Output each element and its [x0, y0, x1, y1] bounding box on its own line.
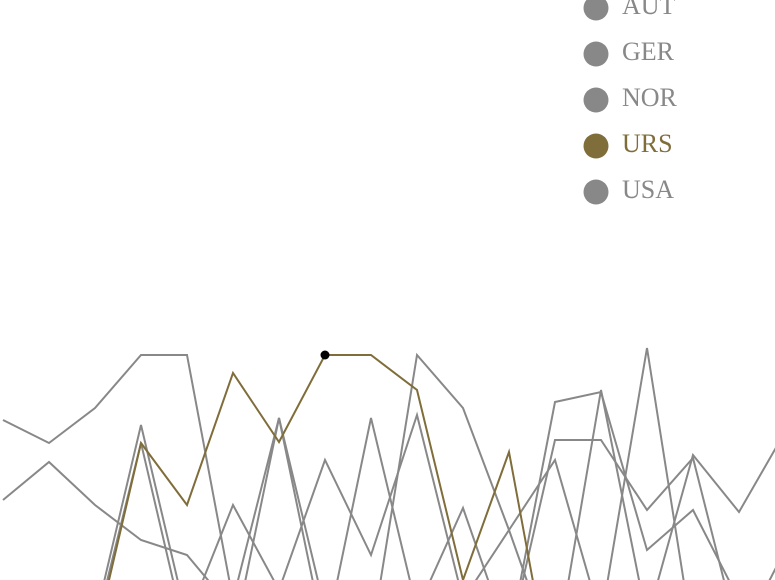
series-line: [107, 354, 534, 580]
legend-swatch[interactable]: [583, 133, 609, 159]
series-line: [103, 390, 730, 580]
legend-label[interactable]: AUT: [622, 0, 676, 20]
series-line: [2, 347, 685, 580]
legend-label[interactable]: NOR: [622, 83, 678, 112]
legend-label[interactable]: GER: [622, 37, 675, 66]
legend-swatch[interactable]: [583, 0, 609, 21]
highlight-point: [320, 350, 330, 360]
legend-swatch[interactable]: [583, 41, 609, 67]
legend-label[interactable]: USA: [622, 175, 674, 204]
legend-swatch[interactable]: [583, 87, 609, 113]
legend-label[interactable]: URS: [622, 129, 673, 158]
series-line: [2, 352, 775, 580]
legend-swatch[interactable]: [583, 179, 609, 205]
